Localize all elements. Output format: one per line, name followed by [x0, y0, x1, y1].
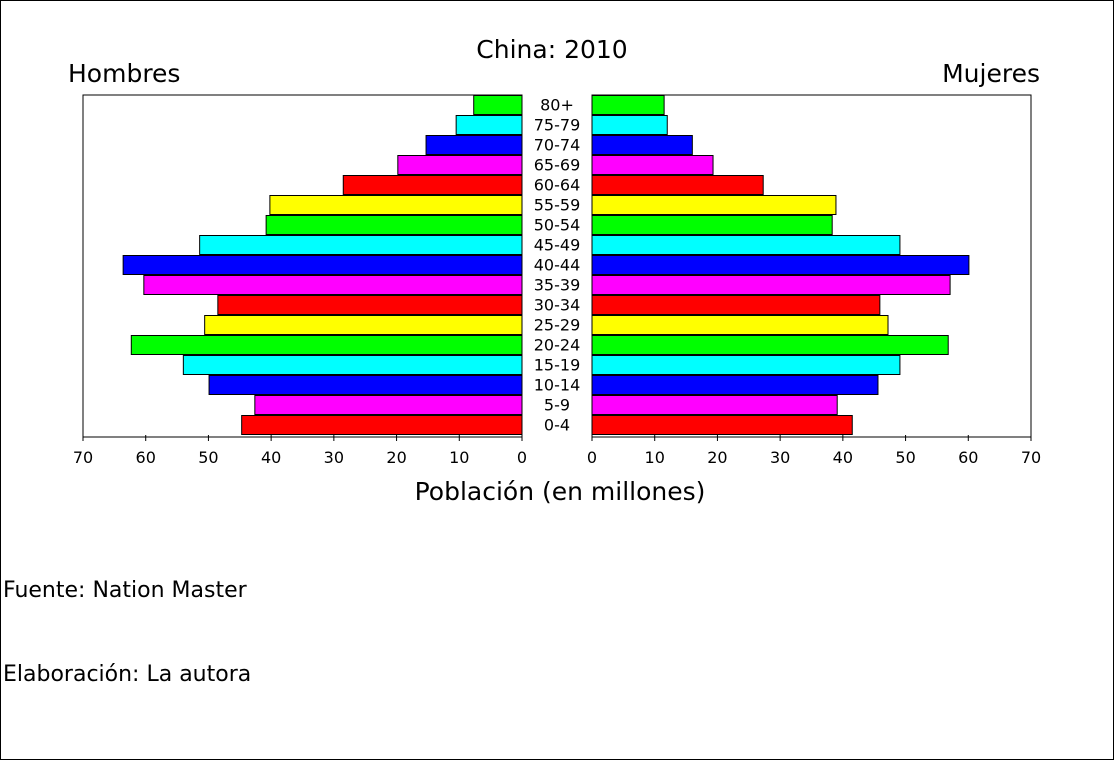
male-bar-0-4 [241, 415, 523, 435]
right-tick-label-10: 10 [645, 448, 665, 467]
female-bar-30-34 [591, 295, 881, 315]
source-note: Fuente: Nation Master [3, 578, 247, 603]
female-bar-5-9 [591, 395, 838, 415]
population-pyramid-chart: China: 2010 Hombres Mujeres 80+75-7970-7… [68, 35, 1041, 506]
age-label-80+: 80+ [540, 96, 574, 115]
male-bar-20-24 [130, 335, 523, 355]
female-bar-35-39 [591, 275, 951, 295]
right-tick-label-30: 30 [770, 448, 790, 467]
female-bars [591, 95, 970, 435]
male-bar-10-14 [208, 375, 523, 395]
age-label-20-24: 20-24 [534, 336, 581, 355]
female-bar-15-19 [591, 355, 901, 375]
left-tick-label-70: 70 [73, 448, 93, 467]
female-bar-60-64 [591, 175, 764, 195]
age-label-40-44: 40-44 [534, 256, 581, 275]
right-tick-label-20: 20 [707, 448, 727, 467]
male-bar-80+ [473, 95, 523, 115]
female-bar-50-54 [591, 215, 833, 235]
male-bar-45-49 [199, 235, 523, 255]
right-tick-label-70: 70 [1021, 448, 1041, 467]
age-label-25-29: 25-29 [534, 316, 581, 335]
female-bar-0-4 [591, 415, 853, 435]
age-label-65-69: 65-69 [534, 156, 581, 175]
right-tick-label-0: 0 [587, 448, 597, 467]
male-bar-15-19 [182, 355, 523, 375]
author-note: Elaboración: La autora [3, 662, 252, 687]
age-label-15-19: 15-19 [534, 356, 581, 375]
female-bar-20-24 [591, 335, 949, 355]
age-label-75-79: 75-79 [534, 116, 581, 135]
left-tick-label-50: 50 [198, 448, 218, 467]
left-tick-label-30: 30 [324, 448, 344, 467]
female-bar-45-49 [591, 235, 901, 255]
female-bar-55-59 [591, 195, 837, 215]
x-axis-label: Población (en millones) [415, 477, 706, 506]
age-label-45-49: 45-49 [534, 236, 581, 255]
male-bar-65-69 [397, 155, 523, 175]
chart-title: China: 2010 [476, 35, 627, 64]
male-bar-75-79 [455, 115, 523, 135]
left-tick-label-10: 10 [449, 448, 469, 467]
age-label-10-14: 10-14 [534, 376, 581, 395]
female-bar-75-79 [591, 115, 668, 135]
female-bar-65-69 [591, 155, 714, 175]
age-label-35-39: 35-39 [534, 276, 581, 295]
female-bar-10-14 [591, 375, 879, 395]
left-side-label: Hombres [68, 59, 180, 88]
age-label-30-34: 30-34 [534, 296, 581, 315]
male-bar-30-34 [217, 295, 523, 315]
right-tick-label-50: 50 [895, 448, 915, 467]
left-tick-label-60: 60 [136, 448, 156, 467]
male-bars [122, 95, 523, 435]
age-label-70-74: 70-74 [534, 136, 581, 155]
age-label-55-59: 55-59 [534, 196, 581, 215]
age-label-60-64: 60-64 [534, 176, 581, 195]
male-bar-35-39 [143, 275, 523, 295]
age-label-0-4: 0-4 [544, 416, 570, 435]
male-bar-55-59 [269, 195, 523, 215]
male-bar-50-54 [265, 215, 523, 235]
left-tick-label-20: 20 [386, 448, 406, 467]
female-bar-80+ [591, 95, 665, 115]
left-tick-label-0: 0 [517, 448, 527, 467]
right-tick-label-40: 40 [833, 448, 853, 467]
male-bar-40-44 [122, 255, 523, 275]
female-bar-70-74 [591, 135, 693, 155]
male-bar-60-64 [342, 175, 523, 195]
male-bar-70-74 [425, 135, 523, 155]
right-side-label: Mujeres [942, 59, 1040, 88]
left-tick-label-40: 40 [261, 448, 281, 467]
right-tick-label-60: 60 [958, 448, 978, 467]
age-label-50-54: 50-54 [534, 216, 581, 235]
age-group-labels: 80+75-7970-7465-6960-6455-5950-5445-4940… [534, 96, 581, 435]
age-label-5-9: 5-9 [544, 396, 570, 415]
female-bar-40-44 [591, 255, 970, 275]
male-bar-25-29 [204, 315, 523, 335]
male-bar-5-9 [254, 395, 523, 415]
x-axis-ticks: 70 60 50 40 30 20 10 0 0 10 20 30 40 50 60 70 [73, 435, 1041, 467]
female-bar-25-29 [591, 315, 889, 335]
